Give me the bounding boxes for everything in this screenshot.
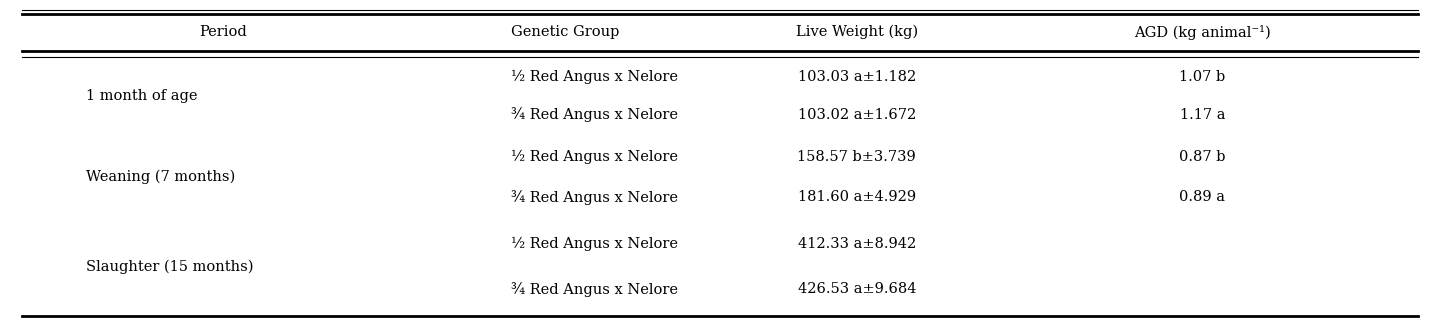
Text: 426.53 a±9.684: 426.53 a±9.684 (798, 282, 916, 296)
Text: ½ Red Angus x Nelore: ½ Red Angus x Nelore (511, 237, 678, 251)
Text: Genetic Group: Genetic Group (511, 25, 619, 39)
Text: 1.17 a: 1.17 a (1179, 108, 1225, 122)
Text: 412.33 a±8.942: 412.33 a±8.942 (798, 237, 916, 251)
Text: 103.03 a±1.182: 103.03 a±1.182 (798, 70, 916, 84)
Text: 1.07 b: 1.07 b (1179, 70, 1225, 84)
Text: Slaughter (15 months): Slaughter (15 months) (86, 259, 253, 274)
Text: ½ Red Angus x Nelore: ½ Red Angus x Nelore (511, 150, 678, 164)
Text: ¾ Red Angus x Nelore: ¾ Red Angus x Nelore (511, 108, 678, 122)
Text: AGD (kg animal⁻¹): AGD (kg animal⁻¹) (1135, 25, 1270, 39)
Text: 181.60 a±4.929: 181.60 a±4.929 (798, 190, 916, 204)
Text: Live Weight (kg): Live Weight (kg) (796, 25, 917, 39)
Text: 103.02 a±1.672: 103.02 a±1.672 (798, 108, 916, 122)
Text: ¾ Red Angus x Nelore: ¾ Red Angus x Nelore (511, 190, 678, 204)
Text: 0.87 b: 0.87 b (1179, 150, 1225, 164)
Text: ¾ Red Angus x Nelore: ¾ Red Angus x Nelore (511, 282, 678, 297)
Text: ½ Red Angus x Nelore: ½ Red Angus x Nelore (511, 70, 678, 84)
Text: 0.89 a: 0.89 a (1179, 190, 1225, 204)
Text: 1 month of age: 1 month of age (86, 89, 197, 103)
Text: Period: Period (199, 25, 248, 39)
Text: 158.57 b±3.739: 158.57 b±3.739 (798, 150, 916, 164)
Text: Weaning (7 months): Weaning (7 months) (86, 170, 236, 184)
